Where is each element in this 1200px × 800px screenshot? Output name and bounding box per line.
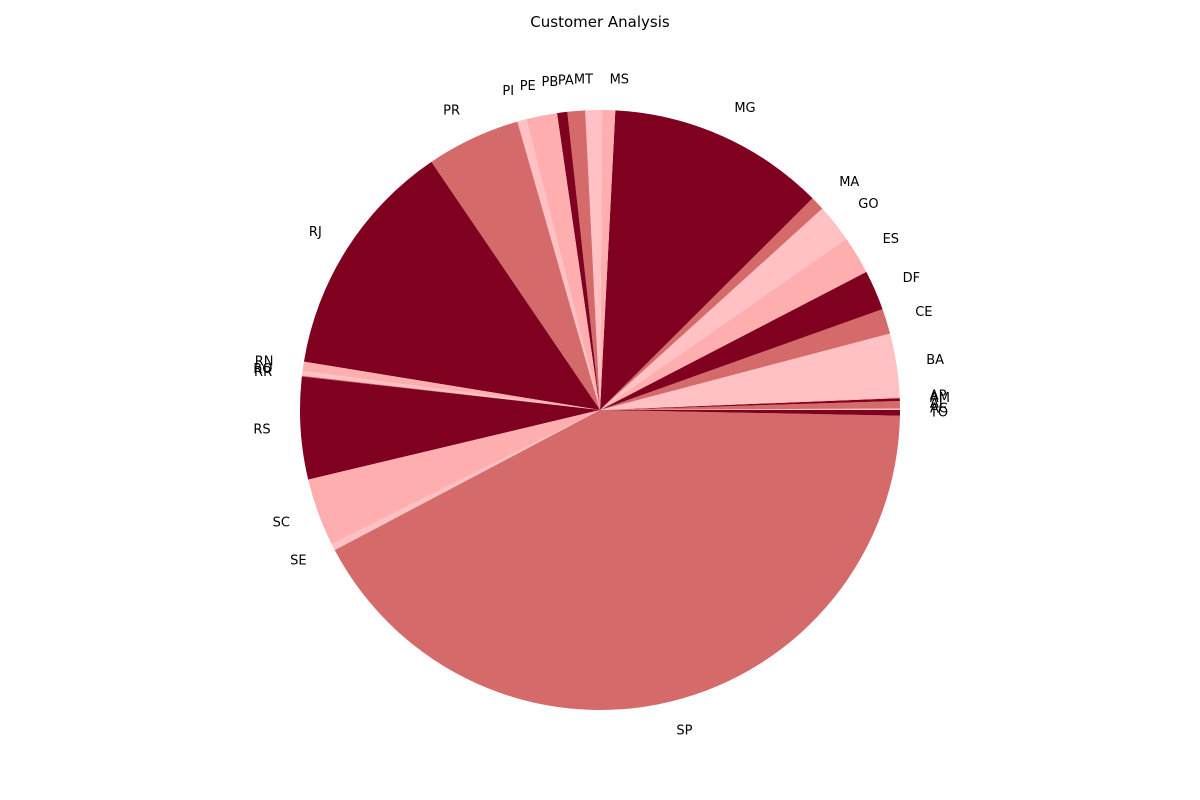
pie-label-sp: SP — [676, 724, 692, 739]
pie-slice-pi — [517, 119, 600, 410]
pie-slice-rr — [301, 375, 600, 410]
pie-label-ap: AP — [930, 389, 947, 404]
pie-slice-mt — [585, 110, 603, 410]
pie-slice-ms — [600, 110, 616, 410]
pie-label-pa: PA — [558, 74, 574, 89]
pie-slice-ce — [600, 309, 891, 410]
pie-label-sc: SC — [273, 515, 290, 530]
pie-slice-pr — [431, 121, 600, 411]
pie-slice-al — [600, 400, 900, 410]
pie-slice-ro — [301, 370, 600, 410]
pie-slice-ap — [600, 396, 900, 410]
pie-slice-rj — [303, 161, 600, 410]
pie-slice-rs — [299, 376, 600, 480]
pie-label-pe: PE — [520, 79, 536, 94]
pie-slice-rn — [302, 361, 600, 410]
pie-slice-ac — [600, 408, 901, 410]
chart-title: Customer Analysis — [530, 13, 670, 31]
pie-slice-df — [600, 271, 883, 410]
pie-label-es: ES — [883, 232, 899, 247]
pie-slice-pe — [526, 113, 600, 410]
pie-label-ba: BA — [926, 353, 944, 368]
pie-label-ms: MS — [610, 73, 629, 88]
pie-slice-to — [600, 410, 901, 416]
pie-label-mt: MT — [574, 73, 593, 88]
pie-slice-go — [600, 208, 847, 410]
pie-slice-mg — [600, 110, 813, 410]
pie-label-df: DF — [903, 271, 921, 286]
pie-slice-sp — [334, 410, 900, 711]
pie-label-ma: MA — [839, 175, 859, 190]
pie-slice-pb — [556, 111, 600, 410]
pie-label-go: GO — [858, 197, 878, 212]
pie-label-pr: PR — [443, 104, 460, 119]
pie-label-rs: RS — [253, 423, 270, 438]
pie-label-ac: AC — [930, 402, 948, 417]
pie-slices — [299, 110, 901, 711]
pie-label-rr: RR — [254, 365, 272, 380]
pie-label-rn: RN — [255, 354, 274, 369]
pie-slice-ba — [600, 333, 900, 410]
pie-label-pb: PB — [542, 75, 559, 90]
pie-label-to: TO — [929, 406, 948, 421]
pie-label-se: SE — [290, 553, 306, 568]
pie-slice-am — [600, 398, 900, 410]
pie-slice-sc — [308, 410, 600, 545]
pie-slice-es — [600, 238, 867, 410]
pie-label-pi: PI — [502, 84, 514, 99]
pie-slice-ma — [600, 198, 823, 410]
pie-label-ce: CE — [915, 305, 932, 320]
pie-label-al: AL — [930, 397, 947, 412]
pie-label-am: AM — [930, 391, 950, 406]
pie-slice-se — [331, 410, 600, 551]
pie-label-mg: MG — [734, 101, 755, 116]
pie-label-ro: RO — [253, 362, 272, 377]
pie-slice-pa — [567, 110, 600, 411]
pie-label-rj: RJ — [309, 225, 322, 240]
